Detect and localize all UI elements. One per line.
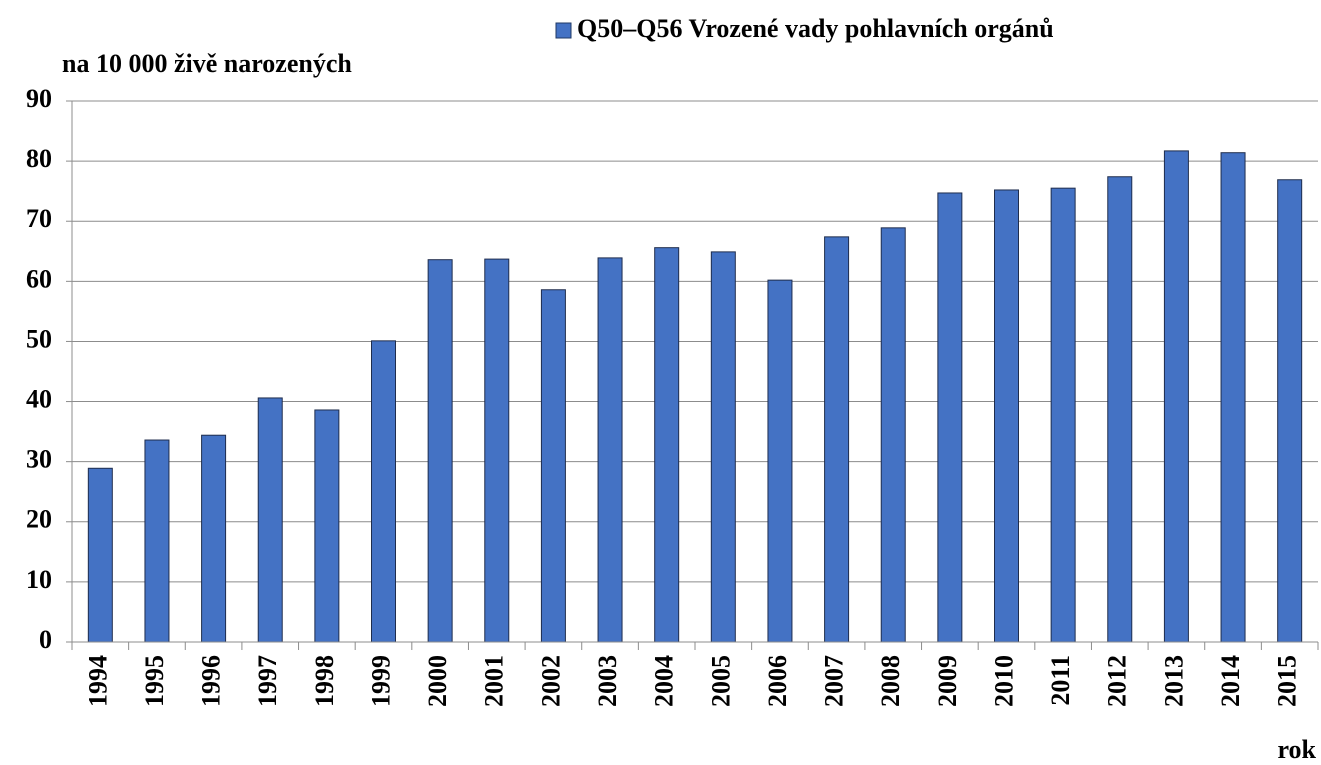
y-tick-label: 60: [26, 264, 52, 293]
x-tick-label: 2002: [536, 655, 565, 707]
x-tick-label: 1996: [197, 655, 226, 707]
bar: [597, 257, 623, 643]
x-tick-label: 2013: [1159, 655, 1188, 707]
bar: [937, 192, 963, 643]
bar: [257, 397, 283, 643]
bar: [994, 189, 1019, 643]
x-tick-label: 2006: [763, 655, 792, 707]
x-axis-title: rok: [1277, 735, 1316, 764]
x-tick-label: 2005: [706, 655, 735, 707]
x-tick-label: 2009: [933, 655, 962, 707]
x-tick-label: 2007: [820, 655, 849, 707]
y-tick-label: 90: [26, 84, 52, 113]
bar: [767, 279, 793, 643]
legend-swatch: [555, 22, 572, 39]
bar: [201, 434, 227, 643]
bar: [824, 236, 850, 643]
x-tick-label: 2001: [480, 655, 509, 707]
bar: [654, 247, 680, 643]
x-tick-label: 2011: [1046, 655, 1075, 706]
y-tick-label: 20: [26, 505, 52, 534]
y-tick-label: 30: [26, 445, 52, 474]
bar: [484, 258, 510, 643]
bar: [1277, 179, 1303, 643]
y-tick-label: 10: [26, 565, 52, 594]
bar: [371, 340, 396, 643]
bar: [1107, 176, 1133, 643]
y-tick-label: 70: [26, 204, 52, 233]
x-tick-label: 2003: [593, 655, 622, 707]
y-axis-title: na 10 000 živě narozených: [62, 49, 352, 78]
x-tick-label: 2015: [1273, 655, 1302, 707]
y-tick-label: 0: [39, 625, 52, 654]
x-tick-label: 1999: [366, 655, 395, 707]
x-tick-label: 1994: [83, 655, 112, 707]
x-tick-label: 1998: [310, 655, 339, 707]
y-tick-label: 40: [26, 385, 52, 414]
bar: [87, 467, 113, 643]
bar: [314, 409, 340, 643]
bar: [427, 259, 453, 643]
bar: [1220, 152, 1246, 643]
y-tick-label: 50: [26, 324, 52, 353]
bar: [144, 439, 170, 643]
x-tick-label: 2010: [989, 655, 1018, 707]
bar: [540, 289, 566, 643]
x-tick-label: 2008: [876, 655, 905, 707]
bar: [1163, 150, 1189, 643]
x-tick-label: 2000: [423, 655, 452, 707]
x-tick-label: 2012: [1103, 655, 1132, 707]
legend-label: Q50–Q56 Vrozené vady pohlavních orgánů: [577, 14, 1054, 43]
x-tick-label: 2014: [1216, 655, 1245, 707]
y-tick-label: 80: [26, 144, 52, 173]
bar: [1050, 187, 1076, 643]
x-tick-label: 2004: [650, 655, 679, 707]
x-tick-label: 1995: [140, 655, 169, 707]
x-tick-label: 1997: [253, 655, 282, 707]
bar: [880, 227, 906, 643]
bar: [710, 251, 736, 643]
